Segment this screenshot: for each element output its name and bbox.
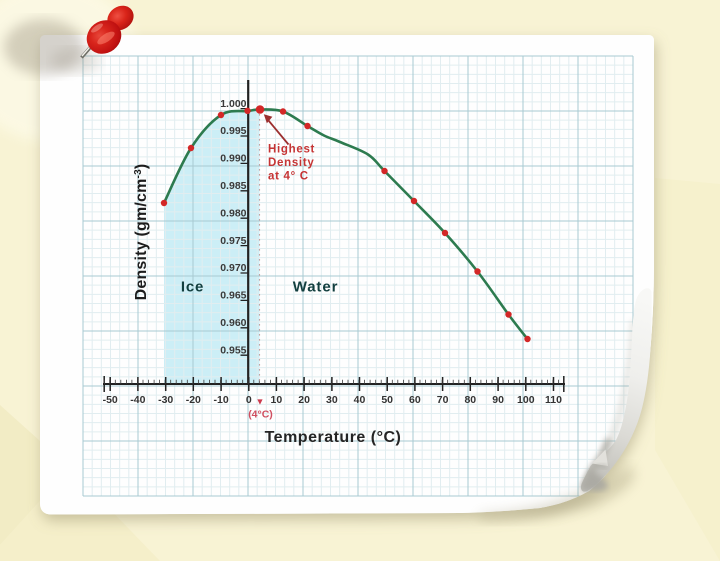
svg-text:Density (gm/cm-3): Density (gm/cm-3) [133,164,150,301]
svg-text:0.975: 0.975 [220,235,246,247]
svg-text:-10: -10 [214,394,229,406]
svg-text:0.980: 0.980 [220,207,246,219]
svg-text:Water: Water [293,279,339,296]
svg-text:0: 0 [246,394,252,406]
svg-text:80: 80 [464,394,476,406]
svg-text:30: 30 [326,394,338,406]
svg-text:-40: -40 [130,394,145,406]
svg-text:-20: -20 [186,394,201,406]
svg-text:90: 90 [492,394,504,406]
svg-text:0.990: 0.990 [220,153,246,165]
svg-text:20: 20 [298,394,310,406]
svg-text:-30: -30 [158,394,173,406]
svg-text:40: 40 [354,394,366,406]
svg-text:0.985: 0.985 [220,180,246,192]
svg-text:Ice: Ice [181,279,204,296]
svg-text:60: 60 [409,394,421,406]
svg-text:100: 100 [517,394,535,406]
svg-text:▼: ▼ [256,397,265,407]
svg-text:0.955: 0.955 [220,344,246,356]
svg-text:50: 50 [381,394,393,406]
svg-text:Density: Density [268,157,314,169]
svg-text:0.960: 0.960 [220,317,246,329]
svg-text:0.970: 0.970 [220,262,246,274]
svg-text:at 4° C: at 4° C [268,170,309,182]
svg-text:110: 110 [545,394,562,406]
svg-text:10: 10 [271,394,283,406]
svg-text:Highest: Highest [268,144,315,156]
svg-text:(4°C): (4°C) [248,409,273,421]
svg-text:0.965: 0.965 [220,290,246,302]
svg-text:-50: -50 [103,394,118,406]
svg-text:70: 70 [437,394,449,406]
svg-text:0.995: 0.995 [220,125,246,137]
svg-text:Temperature (°C): Temperature (°C) [265,429,402,446]
svg-text:1.000: 1.000 [220,98,246,110]
